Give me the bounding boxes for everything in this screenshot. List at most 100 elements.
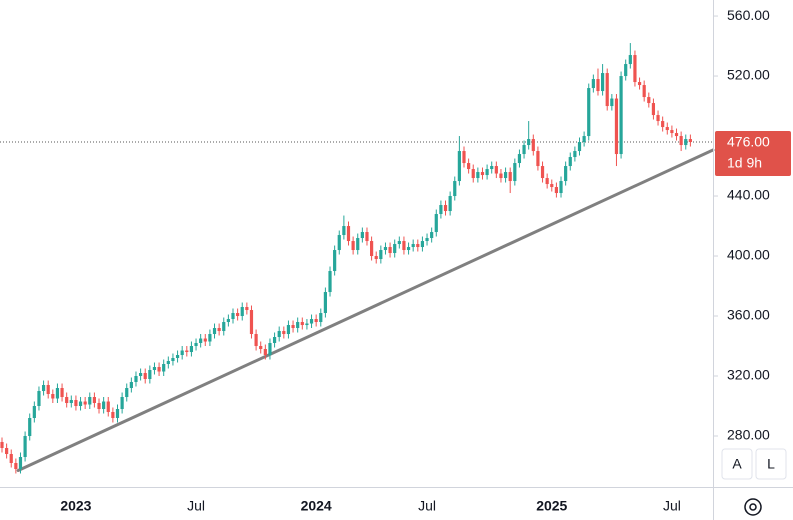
candle-body <box>88 397 92 405</box>
candle-body <box>453 181 457 197</box>
candle <box>102 397 106 414</box>
candle <box>231 308 235 324</box>
candle-body <box>573 151 577 158</box>
candle <box>175 350 180 363</box>
candle <box>577 137 582 156</box>
candle-body <box>448 196 452 212</box>
candle-body <box>540 166 545 179</box>
candle <box>471 164 475 183</box>
candle <box>564 161 568 186</box>
candle-body <box>254 334 258 347</box>
candle-body <box>222 322 226 332</box>
candle-body <box>425 238 429 242</box>
scale-button[interactable] <box>755 448 787 480</box>
x-tick-label: Jul <box>187 498 205 514</box>
candle-body <box>513 163 517 182</box>
candle-body <box>41 385 46 392</box>
candle <box>425 233 429 246</box>
trendline <box>16 148 715 473</box>
candle <box>78 397 83 411</box>
candle <box>679 131 683 152</box>
candle <box>328 266 332 297</box>
candle <box>374 251 378 264</box>
candle <box>448 191 452 216</box>
candle <box>222 317 226 336</box>
candle <box>314 314 318 327</box>
candle-body <box>166 361 170 365</box>
candle-body <box>356 238 360 251</box>
scale-button-label: L <box>767 456 775 472</box>
candle-body <box>383 247 388 251</box>
candle <box>111 407 115 423</box>
candle-body <box>83 401 87 405</box>
candle-body <box>28 418 32 437</box>
candle <box>443 200 448 216</box>
candle <box>605 68 609 111</box>
candle <box>139 368 143 381</box>
candle-body <box>272 337 277 344</box>
candle <box>503 167 508 183</box>
candle <box>180 346 184 360</box>
candle <box>591 74 595 93</box>
candle-body <box>457 151 461 182</box>
candle <box>259 341 263 354</box>
candle <box>490 161 494 174</box>
candle-body <box>333 250 337 272</box>
candle-body <box>536 151 540 167</box>
last-price-label: 476.00 <box>727 134 770 150</box>
x-tick-label: 2024 <box>301 498 332 514</box>
candle-body <box>328 271 332 293</box>
candle <box>462 146 466 168</box>
candle <box>245 302 249 315</box>
x-tick-label: 2025 <box>536 498 567 514</box>
candle-body <box>656 115 660 122</box>
plot-area <box>0 43 715 474</box>
candle <box>300 317 304 330</box>
candle <box>37 386 41 411</box>
candle <box>356 233 360 255</box>
countdown-label: 1d 9h <box>727 155 762 171</box>
candle <box>171 353 175 366</box>
candle <box>83 397 87 410</box>
candle-body <box>346 226 351 242</box>
x-tick-label: 2023 <box>60 498 91 514</box>
candle-body <box>434 214 438 233</box>
candle-body <box>129 382 133 389</box>
candle <box>249 305 254 339</box>
candle-body <box>32 406 36 419</box>
candle <box>65 392 69 408</box>
candle <box>296 317 300 333</box>
candle <box>406 242 411 255</box>
candle <box>185 346 189 357</box>
candle <box>282 326 286 339</box>
candle-body <box>439 205 443 215</box>
candle-body <box>217 328 221 332</box>
candle <box>467 158 471 174</box>
candle-body <box>323 292 327 314</box>
candle-body <box>180 350 184 356</box>
candle <box>157 362 161 377</box>
scale-button[interactable] <box>721 448 753 480</box>
candle-body <box>342 226 346 236</box>
candle-body <box>601 73 605 92</box>
candle-body <box>157 367 161 372</box>
candle <box>517 149 522 168</box>
candle-body <box>125 388 129 398</box>
candle <box>305 319 309 330</box>
candle-body <box>577 142 582 152</box>
settings-button[interactable] <box>744 498 762 516</box>
candle-body <box>531 139 535 152</box>
candle <box>661 116 665 132</box>
candle-body <box>619 76 623 155</box>
candle <box>41 380 46 396</box>
candle <box>162 359 166 377</box>
candle <box>540 161 545 183</box>
candle <box>5 443 9 459</box>
candle <box>397 236 401 249</box>
candle <box>272 332 277 348</box>
candle <box>587 83 591 141</box>
candle-body <box>517 154 522 164</box>
candle-body <box>370 241 374 257</box>
candle <box>152 362 157 375</box>
candle-body <box>647 97 651 104</box>
